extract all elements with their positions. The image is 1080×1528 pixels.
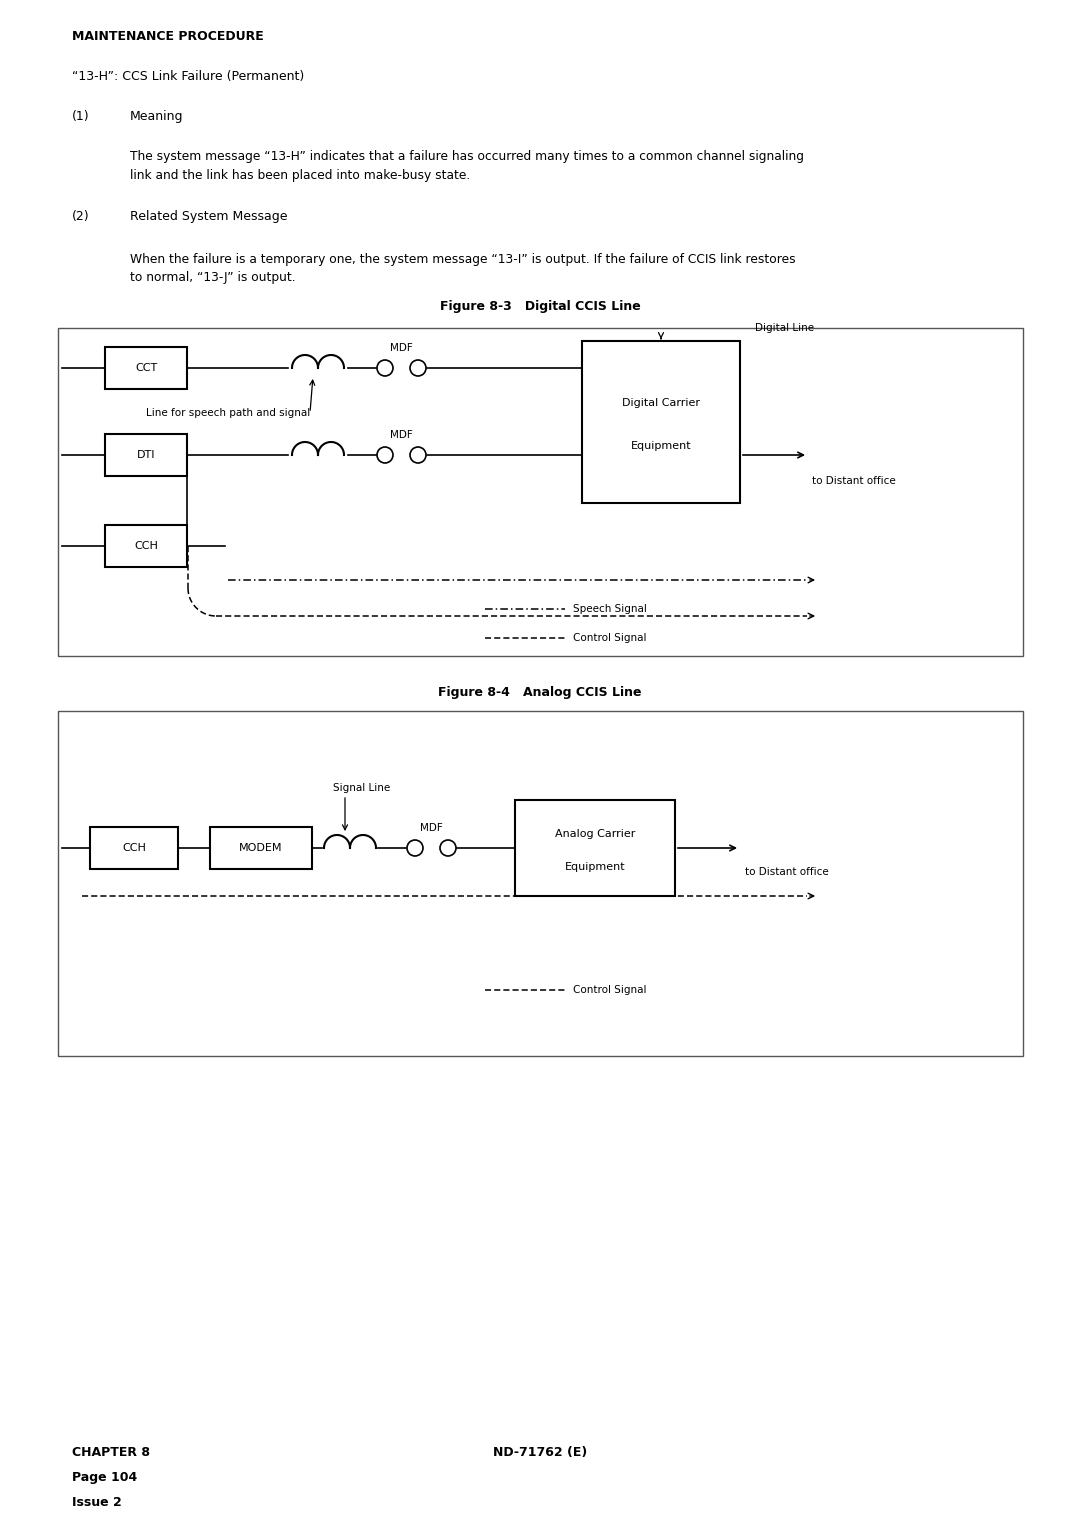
Bar: [105, 434, 187, 477]
Bar: [105, 347, 187, 390]
Text: CCH: CCH: [134, 541, 158, 552]
Text: to Distant office: to Distant office: [745, 866, 828, 877]
Text: Meaning: Meaning: [130, 110, 184, 122]
Text: Equipment: Equipment: [565, 862, 625, 872]
Circle shape: [407, 840, 423, 856]
Bar: [210, 827, 312, 869]
Text: DTI: DTI: [137, 451, 156, 460]
Text: MODEM: MODEM: [240, 843, 283, 853]
Text: (1): (1): [72, 110, 90, 122]
Text: Digital Line: Digital Line: [755, 322, 814, 333]
Text: Control Signal: Control Signal: [573, 633, 647, 643]
Bar: [58, 711, 1023, 1056]
Text: ND-71762 (E): ND-71762 (E): [492, 1445, 588, 1459]
Text: “13-H”: CCS Link Failure (Permanent): “13-H”: CCS Link Failure (Permanent): [72, 70, 305, 83]
Text: Control Signal: Control Signal: [573, 986, 647, 995]
Text: CCH: CCH: [122, 843, 146, 853]
Text: to Distant office: to Distant office: [812, 477, 895, 486]
Circle shape: [377, 448, 393, 463]
Bar: [90, 827, 178, 869]
Circle shape: [440, 840, 456, 856]
Bar: [515, 801, 675, 895]
Text: When the failure is a temporary one, the system message “13-I” is output. If the: When the failure is a temporary one, the…: [130, 254, 796, 284]
Text: MDF: MDF: [390, 429, 413, 440]
Text: The system message “13-H” indicates that a failure has occurred many times to a : The system message “13-H” indicates that…: [130, 150, 804, 182]
Text: Speech Signal: Speech Signal: [573, 604, 647, 614]
Text: MDF: MDF: [420, 824, 443, 833]
Text: Line for speech path and signal: Line for speech path and signal: [146, 408, 310, 419]
Text: Related System Message: Related System Message: [130, 209, 287, 223]
Text: Analog Carrier: Analog Carrier: [555, 828, 635, 839]
Text: (2): (2): [72, 209, 90, 223]
Text: Issue 2: Issue 2: [72, 1496, 122, 1510]
Text: CHAPTER 8: CHAPTER 8: [72, 1445, 150, 1459]
Bar: [58, 329, 1023, 656]
Bar: [105, 526, 187, 567]
Text: Equipment: Equipment: [631, 442, 691, 451]
Circle shape: [377, 361, 393, 376]
Text: Page 104: Page 104: [72, 1471, 137, 1484]
Bar: [582, 341, 740, 503]
Circle shape: [410, 448, 426, 463]
Text: MDF: MDF: [390, 342, 413, 353]
Text: Figure 8-4   Analog CCIS Line: Figure 8-4 Analog CCIS Line: [438, 686, 642, 698]
Text: MAINTENANCE PROCEDURE: MAINTENANCE PROCEDURE: [72, 31, 264, 43]
Text: CCT: CCT: [135, 364, 157, 373]
Text: Digital Carrier: Digital Carrier: [622, 397, 700, 408]
Circle shape: [410, 361, 426, 376]
Text: Signal Line: Signal Line: [334, 782, 391, 793]
Text: Figure 8-3   Digital CCIS Line: Figure 8-3 Digital CCIS Line: [440, 299, 640, 313]
